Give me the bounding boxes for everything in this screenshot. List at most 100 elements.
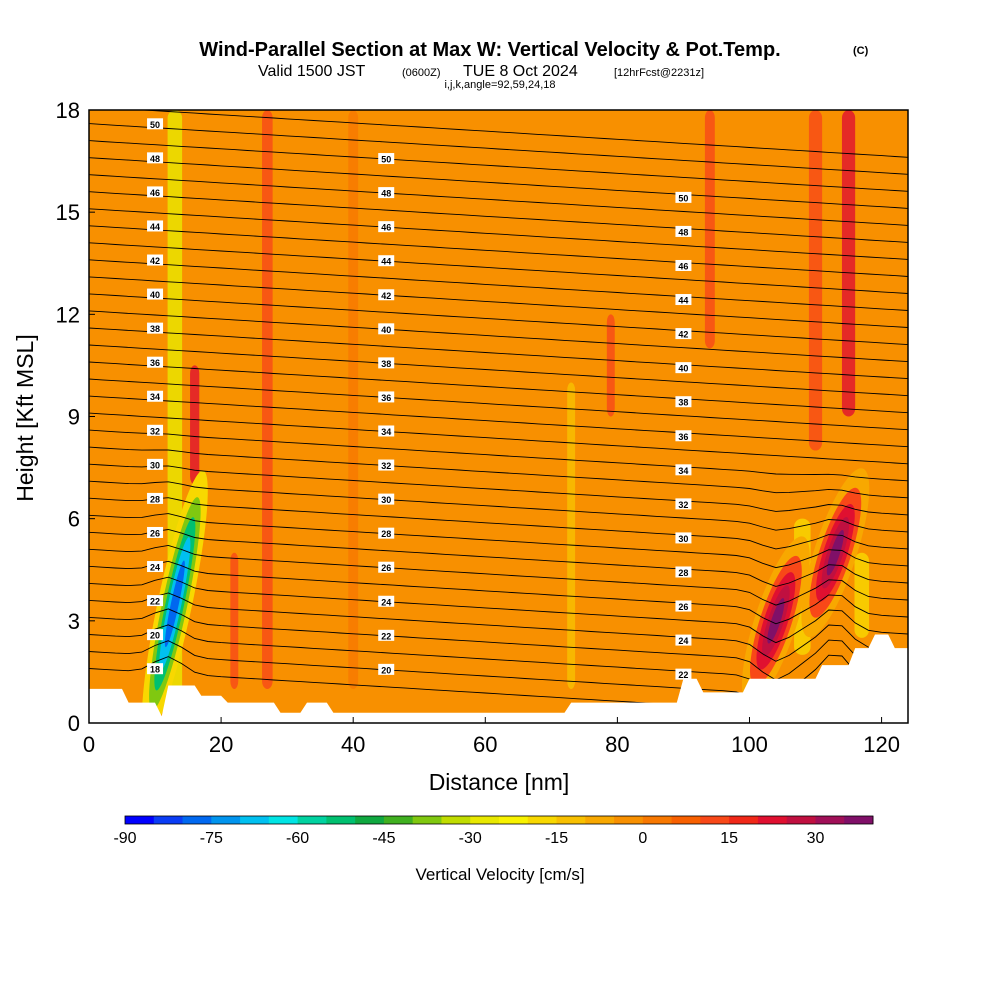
- field-band-red-110: [808, 110, 823, 451]
- colorbar-swatch: [700, 816, 730, 824]
- colorbar-swatch: [153, 816, 184, 824]
- svg-text:50: 50: [678, 193, 688, 203]
- theta-contour-line: [89, 344, 908, 397]
- colorbar-swatch: [614, 816, 644, 824]
- colorbar-swatch: [815, 816, 845, 824]
- svg-text:44: 44: [381, 257, 391, 267]
- theta-contour-line: [89, 560, 908, 625]
- theta-label-22: 22: [675, 668, 692, 680]
- svg-text:32: 32: [150, 426, 160, 436]
- theta-label-28: 28: [378, 527, 395, 539]
- colorbar-tick-label: -15: [545, 830, 568, 847]
- theta-label-48: 48: [147, 152, 164, 164]
- x-axis: 0 20 40 60 80 100 120: [83, 717, 900, 757]
- y-tick-label: 6: [68, 507, 80, 532]
- theta-label-46: 46: [378, 221, 395, 233]
- field-band-light-73: [567, 382, 576, 689]
- theta-label-40: 40: [378, 323, 395, 335]
- svg-text:40: 40: [381, 325, 391, 335]
- svg-text:28: 28: [678, 568, 688, 578]
- svg-text:20: 20: [381, 665, 391, 675]
- theta-label-24: 24: [675, 634, 692, 646]
- y-tick-label: 18: [56, 98, 80, 123]
- plot-area: 18 20 20 22 22 22 24 24 24 26 26 26 28 28 28 30 30 30 32 32…: [89, 110, 908, 723]
- theta-label-42: 42: [675, 328, 692, 340]
- svg-text:48: 48: [678, 227, 688, 237]
- svg-text:38: 38: [150, 324, 160, 334]
- theta-contour-line: [89, 327, 908, 380]
- theta-label-38: 38: [147, 322, 164, 334]
- colorbar-swatch: [268, 816, 299, 824]
- theta-label-50: 50: [378, 153, 395, 165]
- theta-contour-line: [89, 140, 908, 192]
- theta-label-50: 50: [675, 191, 692, 203]
- colorbar-swatch: [642, 816, 673, 824]
- colorbar-tick-label: -30: [459, 830, 482, 847]
- field-band-yellow-117: [854, 552, 870, 638]
- theta-label-48: 48: [675, 225, 692, 237]
- theta-contour-line: [89, 656, 908, 723]
- colorbar-swatch: [470, 816, 500, 824]
- theta-label-48: 48: [378, 187, 395, 199]
- section-params: i,j,k,angle=92,59,24,18: [444, 79, 555, 91]
- field-band-red-27: [262, 110, 273, 689]
- theta-label-26: 26: [378, 561, 395, 573]
- colorbar-tick-label: 30: [807, 830, 825, 847]
- svg-text:24: 24: [678, 636, 688, 646]
- svg-text:22: 22: [678, 670, 688, 680]
- svg-text:24: 24: [381, 597, 391, 607]
- theta-contour-line: [89, 378, 908, 431]
- theta-label-36: 36: [378, 391, 395, 403]
- theta-contour-line: [89, 276, 908, 328]
- svg-text:36: 36: [150, 358, 160, 368]
- colorbar-swatch: [383, 816, 414, 824]
- svg-text:46: 46: [678, 261, 688, 271]
- field-band-red-94: [704, 110, 715, 349]
- svg-text:34: 34: [678, 466, 688, 476]
- svg-text:50: 50: [381, 155, 391, 165]
- theta-contour-line: [89, 429, 908, 482]
- theta-label-38: 38: [675, 396, 692, 408]
- theta-contour-line: [89, 225, 908, 277]
- theta-contour-line: [89, 592, 908, 662]
- colorbar-swatch: [786, 816, 816, 824]
- svg-text:32: 32: [678, 500, 688, 510]
- theta-label-22: 22: [378, 629, 395, 641]
- svg-text:40: 40: [678, 364, 688, 374]
- valid-prefix: Valid 1500 JST: [258, 63, 366, 80]
- y-tick-label: 12: [56, 302, 80, 327]
- colorbar-swatch: [844, 816, 874, 824]
- colorbar-swatch: [527, 816, 558, 824]
- svg-text:42: 42: [678, 330, 688, 340]
- theta-contour-line: [89, 293, 908, 346]
- svg-text:20: 20: [150, 631, 160, 641]
- theta-label-46: 46: [675, 259, 692, 271]
- theta-label-26: 26: [147, 526, 164, 538]
- theta-label-40: 40: [147, 288, 164, 300]
- svg-text:44: 44: [150, 222, 160, 232]
- colorbar-tick-label: -75: [200, 830, 223, 847]
- valid-utc: (0600Z): [402, 67, 441, 79]
- colorbar-swatch: [297, 816, 327, 824]
- colorbar-swatch: [211, 816, 241, 824]
- svg-text:32: 32: [381, 461, 391, 471]
- title-mark: (C): [853, 45, 869, 57]
- svg-text:26: 26: [381, 563, 391, 573]
- theta-contour-line: [89, 157, 908, 209]
- colorbar-swatch: [671, 816, 701, 824]
- theta-contour-line: [89, 480, 908, 533]
- colorbar-swatch: [182, 816, 212, 824]
- y-tick-label: 15: [56, 200, 80, 225]
- theta-contours: 18 20 20 22 22 22 24 24 24 26 26 26 28 28 28 30 30 30 32 32…: [89, 110, 908, 723]
- colorbar-swatch: [556, 816, 586, 824]
- theta-label-42: 42: [378, 289, 395, 301]
- colorbar-swatch: [757, 816, 788, 824]
- svg-text:46: 46: [150, 188, 160, 198]
- colorbar-swatch: [585, 816, 615, 824]
- colorbar-tick-label: 0: [638, 830, 647, 847]
- theta-label-26: 26: [675, 600, 692, 612]
- theta-label-30: 30: [675, 532, 692, 544]
- colorbar: -90 -75 -60 -45 -30 -15 0 15 30: [113, 815, 874, 847]
- theta-contour-line: [136, 110, 908, 158]
